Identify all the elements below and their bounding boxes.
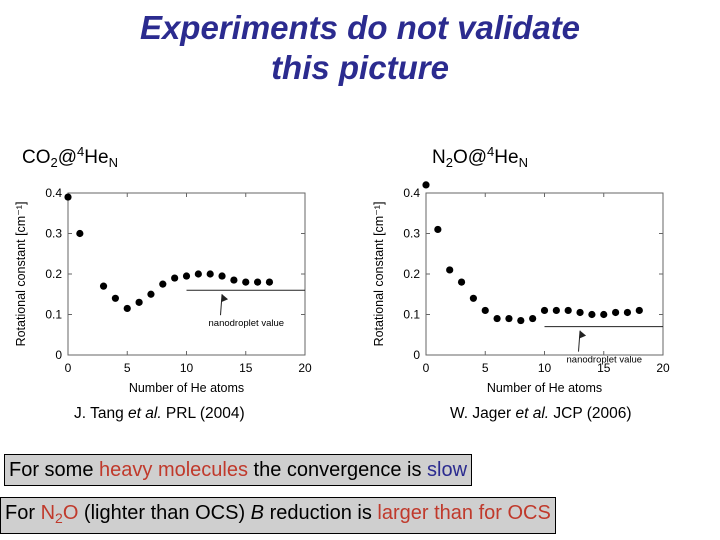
data-point xyxy=(552,306,560,315)
x-tick-label: 10 xyxy=(538,361,552,375)
nanodroplet-label: nanodroplet value xyxy=(567,355,643,366)
data-point xyxy=(564,306,572,315)
data-point xyxy=(218,272,226,280)
y-tick-label: 0.2 xyxy=(45,267,62,281)
data-point xyxy=(635,306,643,315)
data-point xyxy=(469,294,477,302)
data-point xyxy=(265,278,274,286)
data-point xyxy=(446,266,454,274)
y-axis-label: Rotational constant [cm⁻¹] xyxy=(372,202,386,347)
y-tick-label: 0.1 xyxy=(45,308,62,322)
plot-frame xyxy=(425,192,664,356)
y-tick-label: 0.4 xyxy=(403,186,420,200)
x-tick-label: 20 xyxy=(298,361,312,375)
x-tick-label: 5 xyxy=(482,361,489,375)
data-point xyxy=(76,229,84,238)
note-n2o-reduction: For N2O (lighter than OCS) B reduction i… xyxy=(0,497,556,534)
data-point xyxy=(481,306,489,315)
nanodroplet-label: nanodroplet value xyxy=(209,318,285,329)
title-line-1: Experiments do not validate xyxy=(139,9,581,46)
data-point xyxy=(147,290,155,298)
y-tick-label: 0.3 xyxy=(45,227,62,241)
reference-jager: W. Jager et al. JCP (2006) xyxy=(450,405,632,422)
n2o-plot-label: N2O@4HeN xyxy=(432,144,528,170)
x-tick-label: 5 xyxy=(124,361,131,375)
data-point xyxy=(159,280,167,288)
data-point xyxy=(529,314,537,323)
data-point xyxy=(64,193,72,201)
data-point xyxy=(135,298,143,306)
data-point xyxy=(588,310,596,319)
data-point xyxy=(434,225,442,234)
reference-tang: J. Tang et al. PRL (2004) xyxy=(74,405,245,422)
data-point xyxy=(230,276,238,284)
x-tick-label: 0 xyxy=(423,361,430,375)
data-point xyxy=(206,270,214,278)
data-point xyxy=(182,272,191,280)
y-tick-label: 0.1 xyxy=(403,308,420,322)
x-tick-label: 15 xyxy=(239,361,253,375)
y-tick-label: 0 xyxy=(413,348,420,362)
data-point xyxy=(123,304,131,313)
data-point xyxy=(576,308,584,317)
y-axis-label: Rotational constant [cm⁻¹] xyxy=(14,202,28,347)
data-point xyxy=(171,274,179,282)
y-tick-label: 0.4 xyxy=(45,186,62,200)
data-point xyxy=(540,306,549,315)
x-axis-label: Number of He atoms xyxy=(487,381,602,395)
data-point xyxy=(254,278,262,286)
data-point xyxy=(422,181,430,189)
y-tick-label: 0.3 xyxy=(403,227,420,241)
data-point xyxy=(623,308,632,317)
y-tick-label: 0 xyxy=(55,348,62,362)
x-tick-label: 15 xyxy=(597,361,611,375)
data-point xyxy=(111,294,119,302)
nanodroplet-arrowhead xyxy=(221,294,229,303)
data-point xyxy=(600,310,608,319)
n2o-rotational-constant-chart: 0 0.1 0.2 0.3 0.4 0 5 10 15 20 Number of He atoms R… xyxy=(372,181,670,395)
data-point xyxy=(612,308,620,317)
slide-title: Experiments do not validate this picture xyxy=(0,8,720,88)
data-point xyxy=(194,270,202,278)
x-tick-label: 20 xyxy=(656,361,670,375)
data-point xyxy=(505,314,513,323)
title-line-2: this picture xyxy=(271,49,449,86)
data-point xyxy=(493,314,501,323)
data-point xyxy=(242,278,250,286)
note-heavy-molecules: For some heavy molecules the convergence… xyxy=(4,454,473,486)
data-point xyxy=(517,316,525,325)
co2-plot-label: CO2@4HeN xyxy=(22,144,118,170)
x-tick-label: 0 xyxy=(65,361,72,375)
x-tick-label: 10 xyxy=(180,361,194,375)
x-axis-label: Number of He atoms xyxy=(129,381,244,395)
data-point xyxy=(99,282,108,290)
data-point xyxy=(457,278,466,286)
nanodroplet-arrowhead xyxy=(579,330,587,339)
co2-rotational-constant-chart: 0 0.1 0.2 0.3 0.4 0 5 10 15 20 Number of He atoms R… xyxy=(14,186,312,395)
y-tick-label: 0.2 xyxy=(403,267,420,281)
